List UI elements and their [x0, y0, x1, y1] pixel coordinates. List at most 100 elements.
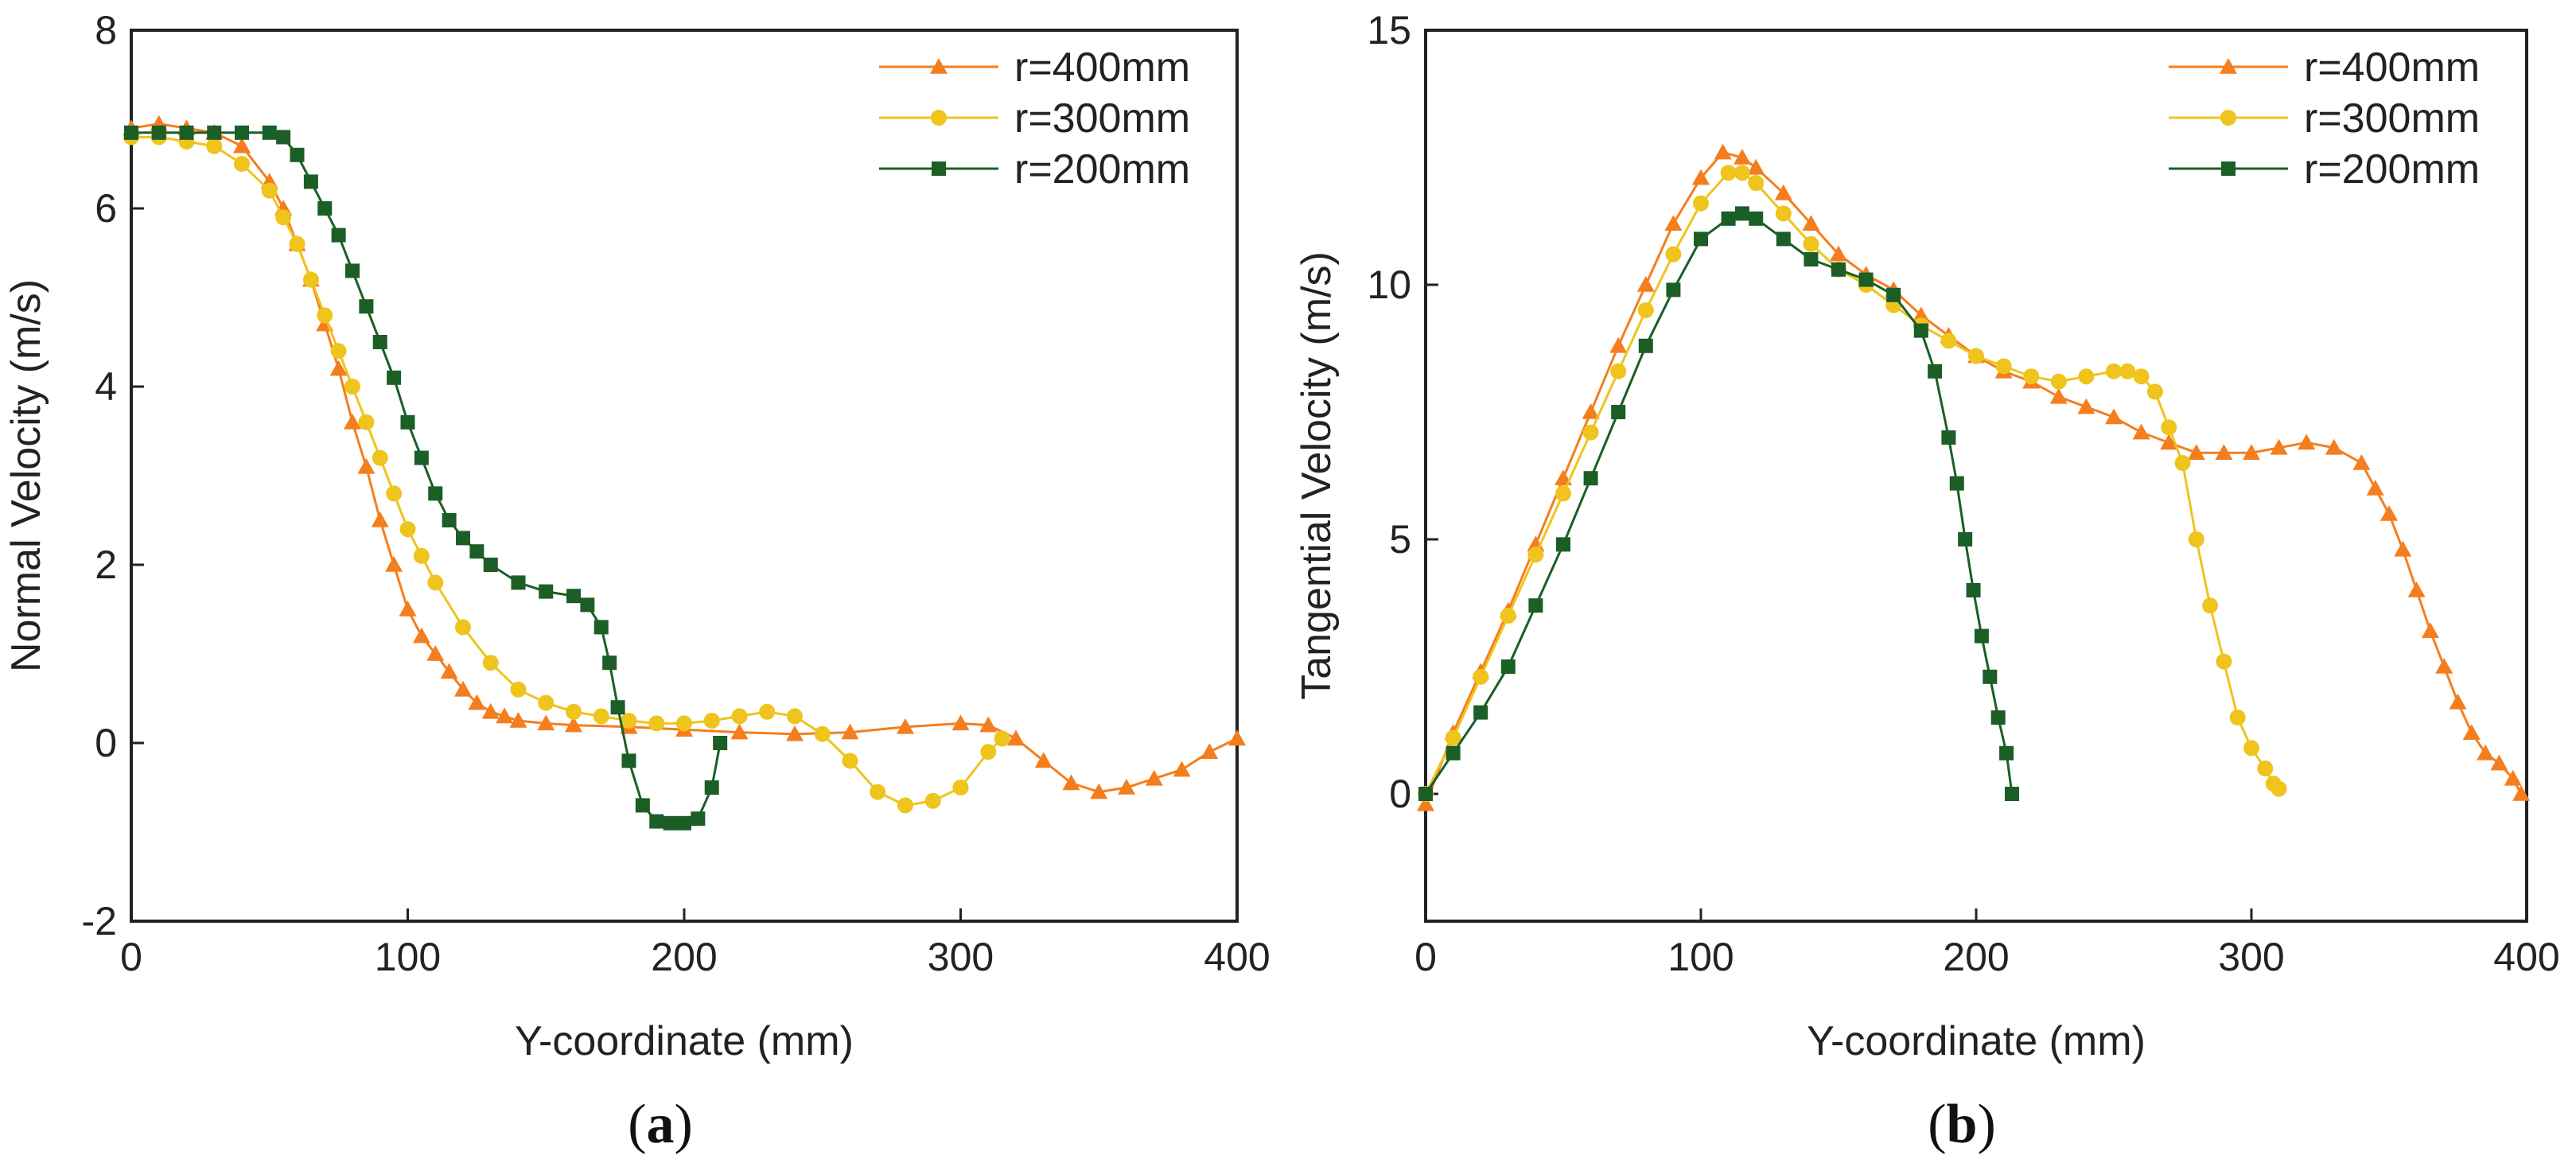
- data-point: [2188, 531, 2204, 547]
- data-point: [2243, 740, 2259, 757]
- data-point: [1583, 471, 1598, 486]
- legend-marker: [932, 161, 946, 176]
- data-point: [440, 663, 458, 679]
- data-point: [1556, 537, 1570, 552]
- data-point: [1090, 783, 1108, 799]
- series-line-r-200mm: [1424, 212, 2014, 795]
- data-point: [1473, 705, 1488, 720]
- legend-marker: [930, 58, 948, 74]
- data-point: [1775, 205, 1792, 222]
- data-point: [703, 713, 720, 729]
- data-point: [1966, 583, 1981, 597]
- data-point: [1974, 628, 1989, 644]
- data-point: [713, 736, 728, 750]
- data-point: [1692, 169, 1710, 185]
- data-point: [400, 414, 415, 430]
- data-point: [317, 307, 333, 324]
- data-point: [275, 209, 292, 226]
- x-tick-label: 0: [1414, 935, 1437, 979]
- data-point: [1555, 485, 1571, 502]
- data-point: [1913, 323, 1928, 338]
- data-point: [1734, 165, 1750, 181]
- series-line-r-400mm: [130, 123, 1238, 794]
- data-point: [663, 815, 678, 830]
- data-point: [359, 299, 374, 314]
- data-point: [842, 753, 858, 769]
- data-point: [2105, 408, 2123, 425]
- data-point: [2512, 785, 2531, 801]
- data-point: [179, 125, 194, 140]
- y-tick-label: 2: [95, 543, 117, 587]
- data-point: [1609, 336, 1628, 353]
- data-point: [1610, 363, 1627, 379]
- data-point: [329, 360, 348, 376]
- data-point: [2077, 398, 2095, 414]
- data-point: [2271, 780, 2287, 797]
- y-tick-label: 15: [1367, 8, 1411, 53]
- data-point: [635, 798, 650, 813]
- data-point: [1664, 215, 1683, 231]
- x-tick-label: 300: [928, 935, 994, 979]
- x-tick-label: 200: [1943, 935, 2009, 979]
- data-point: [331, 228, 346, 243]
- y-tick-label: 0: [1389, 772, 1411, 816]
- data-point: [538, 694, 555, 711]
- data-point: [206, 138, 223, 154]
- data-point: [1637, 302, 1654, 318]
- data-point: [469, 544, 484, 559]
- data-point: [456, 531, 470, 546]
- x-axis-label-b: Y-coordinate (mm): [1807, 1018, 2146, 1064]
- data-point: [261, 182, 278, 199]
- data-point: [1118, 779, 1135, 795]
- data-point: [124, 125, 138, 140]
- data-point: [1173, 760, 1191, 777]
- panel-b: 0 100 200 300 400 0 5 10 15 r=400mmr=300mmr=200m…: [1294, 8, 2560, 1155]
- data-point: [759, 703, 776, 720]
- data-point: [1733, 149, 1751, 165]
- data-point: [1582, 403, 1600, 419]
- data-point: [234, 156, 250, 172]
- x-tick-label: 100: [375, 935, 441, 979]
- data-point: [483, 558, 498, 572]
- data-point: [1747, 158, 1765, 175]
- legend-label: r=300mm: [2304, 95, 2480, 142]
- data-point: [2477, 744, 2495, 760]
- data-point: [2435, 658, 2453, 674]
- data-point: [1999, 745, 2014, 760]
- data-point: [1636, 276, 1655, 292]
- data-point: [2106, 363, 2122, 379]
- data-point: [952, 780, 969, 795]
- data-point: [235, 125, 249, 140]
- data-point: [1941, 430, 1956, 445]
- data-point: [787, 708, 803, 725]
- data-point: [730, 723, 749, 740]
- data-point: [2257, 760, 2274, 776]
- data-point: [1949, 476, 1964, 491]
- data-point: [233, 137, 251, 154]
- data-point: [207, 125, 222, 140]
- data-point: [1958, 532, 1973, 546]
- data-point: [691, 811, 706, 827]
- data-point: [610, 700, 625, 715]
- data-point: [537, 714, 555, 731]
- data-point: [648, 715, 665, 732]
- data-point: [841, 723, 859, 740]
- data-point: [371, 511, 389, 527]
- data-point: [1886, 287, 1901, 302]
- data-point: [345, 263, 360, 278]
- x-tick-label: 400: [1204, 935, 1270, 979]
- data-point: [1694, 231, 1708, 247]
- data-point: [2202, 597, 2219, 614]
- y-tick-label: -2: [82, 899, 117, 943]
- data-point: [358, 414, 375, 430]
- data-point: [413, 547, 430, 564]
- data-point: [1665, 246, 1682, 263]
- data-point: [676, 715, 692, 732]
- data-point: [468, 694, 486, 710]
- y-tick-label: 6: [95, 186, 117, 231]
- data-point: [2049, 387, 2068, 404]
- data-point: [2407, 582, 2426, 597]
- data-point: [1418, 787, 1433, 801]
